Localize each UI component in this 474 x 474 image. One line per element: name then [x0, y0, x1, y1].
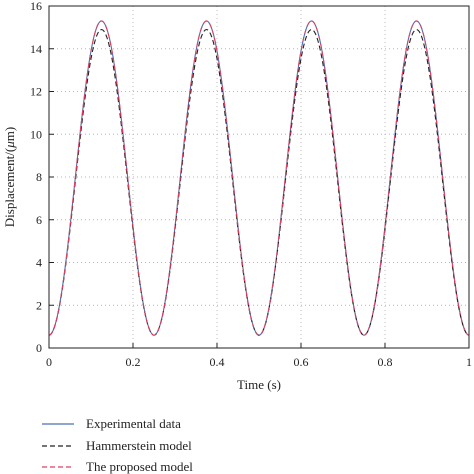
x-axis-label: Time (s)	[237, 377, 281, 392]
x-tick-label: 0.4	[210, 355, 225, 369]
series-experimental-data	[48, 20, 470, 336]
legend: Experimental data Hammerstein model The …	[42, 416, 193, 474]
series-hammerstein-model	[48, 28, 470, 336]
y-axis-label-suffix: m)	[2, 127, 17, 141]
y-tick-label: 4	[36, 256, 42, 270]
grid-lines	[49, 6, 469, 348]
y-axis-label: Displacement/(μm)	[2, 127, 17, 227]
x-tick-label: 0.2	[126, 355, 141, 369]
series-lines	[48, 20, 470, 336]
legend-label-proposed: The proposed model	[86, 459, 193, 474]
y-tick-label: 8	[36, 170, 42, 184]
y-axis-label-mu: μ	[2, 141, 17, 149]
y-tick-label: 2	[36, 298, 42, 312]
y-tick-label: 0	[36, 341, 42, 355]
y-tick-label: 12	[30, 85, 42, 99]
y-tick-label: 6	[36, 213, 42, 227]
legend-label-hammerstein: Hammerstein model	[86, 438, 192, 453]
legend-label-experimental: Experimental data	[86, 416, 181, 431]
x-tick-label: 0	[46, 355, 52, 369]
x-tick-label: 1	[466, 355, 472, 369]
x-tick-label: 0.6	[294, 355, 309, 369]
x-tick-label: 0.8	[378, 355, 393, 369]
y-tick-label: 14	[30, 42, 42, 56]
y-tick-label: 10	[30, 127, 42, 141]
y-axis-label-prefix: Displacement/(	[2, 148, 17, 227]
y-tick-label: 16	[30, 0, 42, 13]
series-proposed-model	[48, 20, 470, 336]
